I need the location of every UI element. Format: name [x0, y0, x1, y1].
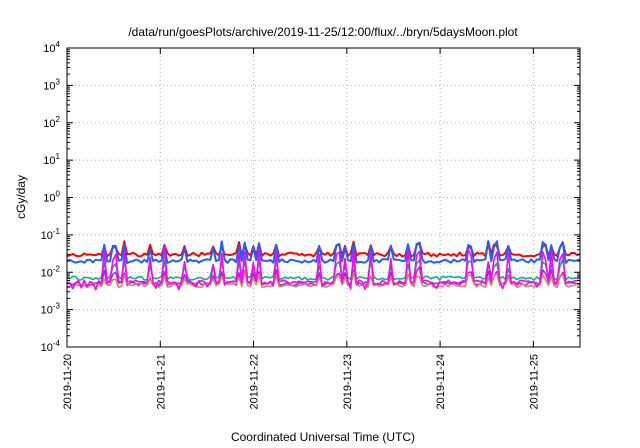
- x-tick-label: 2019-11-23: [342, 354, 354, 409]
- y-tick-label: 104: [43, 40, 60, 55]
- y-tick-label: 10-2: [41, 264, 61, 279]
- series-layer: [66, 240, 581, 291]
- x-axis-ticks: 2019-11-20 2019-11-21 2019-11-22 2019-11-23…: [62, 48, 540, 409]
- y-tick-label: 10-1: [41, 227, 61, 242]
- x-tick-label: 2019-11-22: [249, 354, 261, 409]
- x-tick-label: 2019-11-24: [435, 354, 447, 409]
- y-tick-label: 102: [43, 115, 60, 130]
- grid: [67, 48, 580, 347]
- series-line: [66, 240, 581, 265]
- x-axis-label: Coordinated Universal Time (UTC): [231, 430, 415, 444]
- y-tick-label: 103: [43, 77, 60, 92]
- chart-title: /data/run/goesPlots/archive/2019-11-25/1…: [128, 25, 518, 39]
- y-axis-ticks: 10-4 10-3 10-2 10-1 100 101 102 103 104: [41, 40, 580, 354]
- x-tick-label: 2019-11-25: [528, 354, 540, 409]
- y-tick-label: 100: [43, 190, 60, 205]
- y-tick-label: 10-4: [41, 339, 61, 354]
- y-tick-label: 101: [43, 152, 60, 167]
- y-axis-label: cGy/day: [14, 175, 28, 219]
- series-line: [66, 246, 581, 291]
- x-tick-label: 2019-11-21: [155, 354, 167, 409]
- x-tick-label: 2019-11-20: [62, 354, 74, 409]
- y-tick-label: 10-3: [41, 302, 61, 317]
